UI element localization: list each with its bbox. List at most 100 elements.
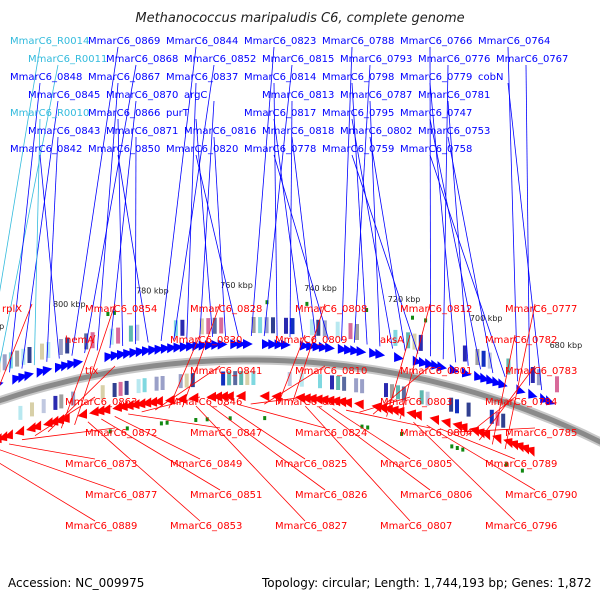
forward-gene-arrow	[205, 340, 215, 351]
gene-block	[40, 343, 44, 360]
reverse-gene-arrow	[429, 415, 439, 426]
forward-gene-label: MmarC6_0813	[262, 90, 334, 101]
gene-block	[265, 300, 269, 305]
leader-line	[9, 82, 41, 373]
gene-block	[287, 372, 292, 386]
forward-gene-arrow	[394, 352, 404, 362]
forward-gene-arrow	[186, 341, 196, 352]
reverse-gene-arrow	[394, 407, 405, 417]
reverse-gene-label: aksA	[380, 335, 404, 346]
gene-block	[251, 371, 256, 385]
gene-block	[65, 337, 70, 354]
leader-line	[429, 82, 457, 363]
reverse-gene-arrow	[383, 404, 393, 415]
forward-gene-arrow	[344, 344, 354, 355]
reverse-gene-arrow	[77, 408, 87, 419]
reverse-gene-arrow	[312, 394, 323, 405]
leader-line	[273, 118, 304, 338]
forward-gene-arrow	[230, 339, 241, 350]
reverse-gene-arrow	[371, 402, 382, 413]
leader-line	[0, 462, 96, 522]
reverse-gene-label: MmarC6_0812	[400, 304, 472, 315]
gene-block	[27, 347, 32, 363]
reverse-gene-label: MmarC6_0801	[400, 366, 472, 377]
reverse-gene-arrow	[480, 430, 491, 441]
gene-block	[271, 317, 275, 334]
leader-line	[504, 303, 536, 450]
gene-labels: MmarC6_R0014 MmarC6_R0011 MmarC6_0848 MmarC…	[2, 36, 577, 532]
leader-line	[341, 46, 353, 342]
gene-block	[228, 416, 232, 421]
gene-block	[258, 317, 263, 334]
reverse-gene-arrow	[147, 396, 158, 407]
forward-gene-label: MmarC6_0868	[106, 54, 178, 65]
forward-gene-arrow	[356, 346, 367, 357]
scale-label: 680 kbp	[550, 341, 583, 350]
leader-line	[39, 154, 60, 359]
gene-block	[245, 371, 250, 385]
forward-gene-arrow	[117, 350, 127, 360]
reverse-gene-label: MmarC6_0805	[380, 459, 452, 470]
reverse-gene-arrow	[300, 393, 311, 404]
leader-line	[413, 421, 516, 522]
forward-gene-label: cobN	[478, 72, 503, 83]
leader-line	[372, 365, 431, 415]
gene-block	[2, 354, 7, 371]
gene-block	[128, 325, 133, 342]
forward-gene-arrow	[337, 343, 348, 354]
reverse-gene-arrow	[218, 391, 228, 402]
reverse-gene-arrow	[89, 406, 99, 417]
forward-gene-label: MmarC6_R0011	[28, 54, 107, 65]
reverse-gene-label: MmarC6_0808	[295, 304, 367, 315]
forward-gene-label: MmarC6_0850	[88, 144, 160, 155]
reverse-gene-arrow	[441, 418, 451, 429]
forward-gene-arrow	[179, 342, 190, 353]
reverse-gene-arrow	[318, 395, 329, 406]
forward-gene-label: MmarC6_0814	[244, 72, 316, 83]
forward-gene-arrow	[546, 395, 556, 406]
reverse-gene-arrow	[525, 446, 535, 457]
gene-block	[112, 310, 116, 315]
forward-gene-label: MmarC6_0747	[400, 108, 472, 119]
reverse-gene-label: MmarC6_0863	[65, 397, 137, 408]
gene-block	[555, 376, 559, 393]
forward-gene-label: argC	[184, 90, 207, 101]
leader-line	[160, 46, 197, 341]
leader-line	[141, 396, 201, 413]
reverse-gene-label: MmarC6_0789	[485, 459, 557, 470]
gene-block	[384, 383, 388, 398]
gene-block	[30, 402, 34, 417]
leader-line	[346, 409, 431, 429]
reverse-gene-label: MmarC6_0828	[190, 304, 262, 315]
forward-gene-label: MmarC6_R0010	[10, 108, 89, 119]
forward-gene-arrow	[243, 339, 253, 349]
reverse-gene-label: hemA	[65, 335, 94, 346]
reverse-gene-label: MmarC6_0841	[190, 366, 262, 377]
reverse-gene-arrow	[3, 429, 13, 440]
summary-text: Topology: circular; Length: 1,744,193 bp…	[261, 576, 592, 590]
leader-line	[291, 136, 317, 339]
gene-block	[106, 312, 110, 316]
reverse-gene-label: MmarC6_0830	[170, 335, 242, 346]
leader-line	[273, 154, 330, 340]
forward-gene-arrow	[375, 348, 386, 359]
forward-gene-label: purT	[166, 108, 190, 119]
reverse-gene-label: MmarC6_0877	[85, 490, 157, 501]
reverse-gene-arrow	[458, 423, 468, 434]
reverse-gene-arrow	[492, 434, 502, 445]
leader-line	[399, 303, 431, 420]
forward-gene-arrow	[268, 339, 279, 350]
leader-line	[71, 46, 119, 356]
leader-line	[195, 118, 213, 337]
leader-line	[453, 427, 536, 433]
gene-block	[501, 413, 506, 428]
forward-gene-label: MmarC6_0820	[166, 144, 238, 155]
gene-block	[299, 372, 304, 387]
gene-block	[221, 371, 226, 386]
forward-gene-label: MmarC6_0766	[400, 36, 472, 47]
forward-gene-arrow	[236, 339, 247, 350]
leader-line	[0, 303, 33, 386]
gene-block	[390, 384, 394, 399]
gene-block	[90, 332, 95, 349]
